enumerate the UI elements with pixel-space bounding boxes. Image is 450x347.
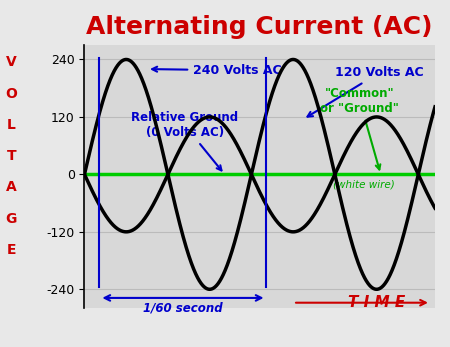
Text: L: L — [7, 118, 16, 132]
Text: "Common"
or "Ground": "Common" or "Ground" — [320, 87, 399, 169]
Text: V: V — [6, 56, 17, 69]
Text: 1/60 second: 1/60 second — [143, 302, 223, 315]
Text: G: G — [5, 212, 17, 226]
Text: Relative Ground
(0 Volts AC): Relative Ground (0 Volts AC) — [131, 111, 238, 170]
Text: T: T — [6, 149, 16, 163]
Text: 240 Volts AC: 240 Volts AC — [152, 64, 282, 77]
Text: A: A — [6, 180, 17, 194]
Text: (white wire): (white wire) — [333, 180, 395, 190]
Text: O: O — [5, 87, 17, 101]
Title: Alternating Current (AC): Alternating Current (AC) — [86, 15, 433, 39]
Text: 120 Volts AC: 120 Volts AC — [307, 66, 423, 117]
Text: T I M E: T I M E — [348, 295, 405, 310]
Text: E: E — [6, 243, 16, 257]
